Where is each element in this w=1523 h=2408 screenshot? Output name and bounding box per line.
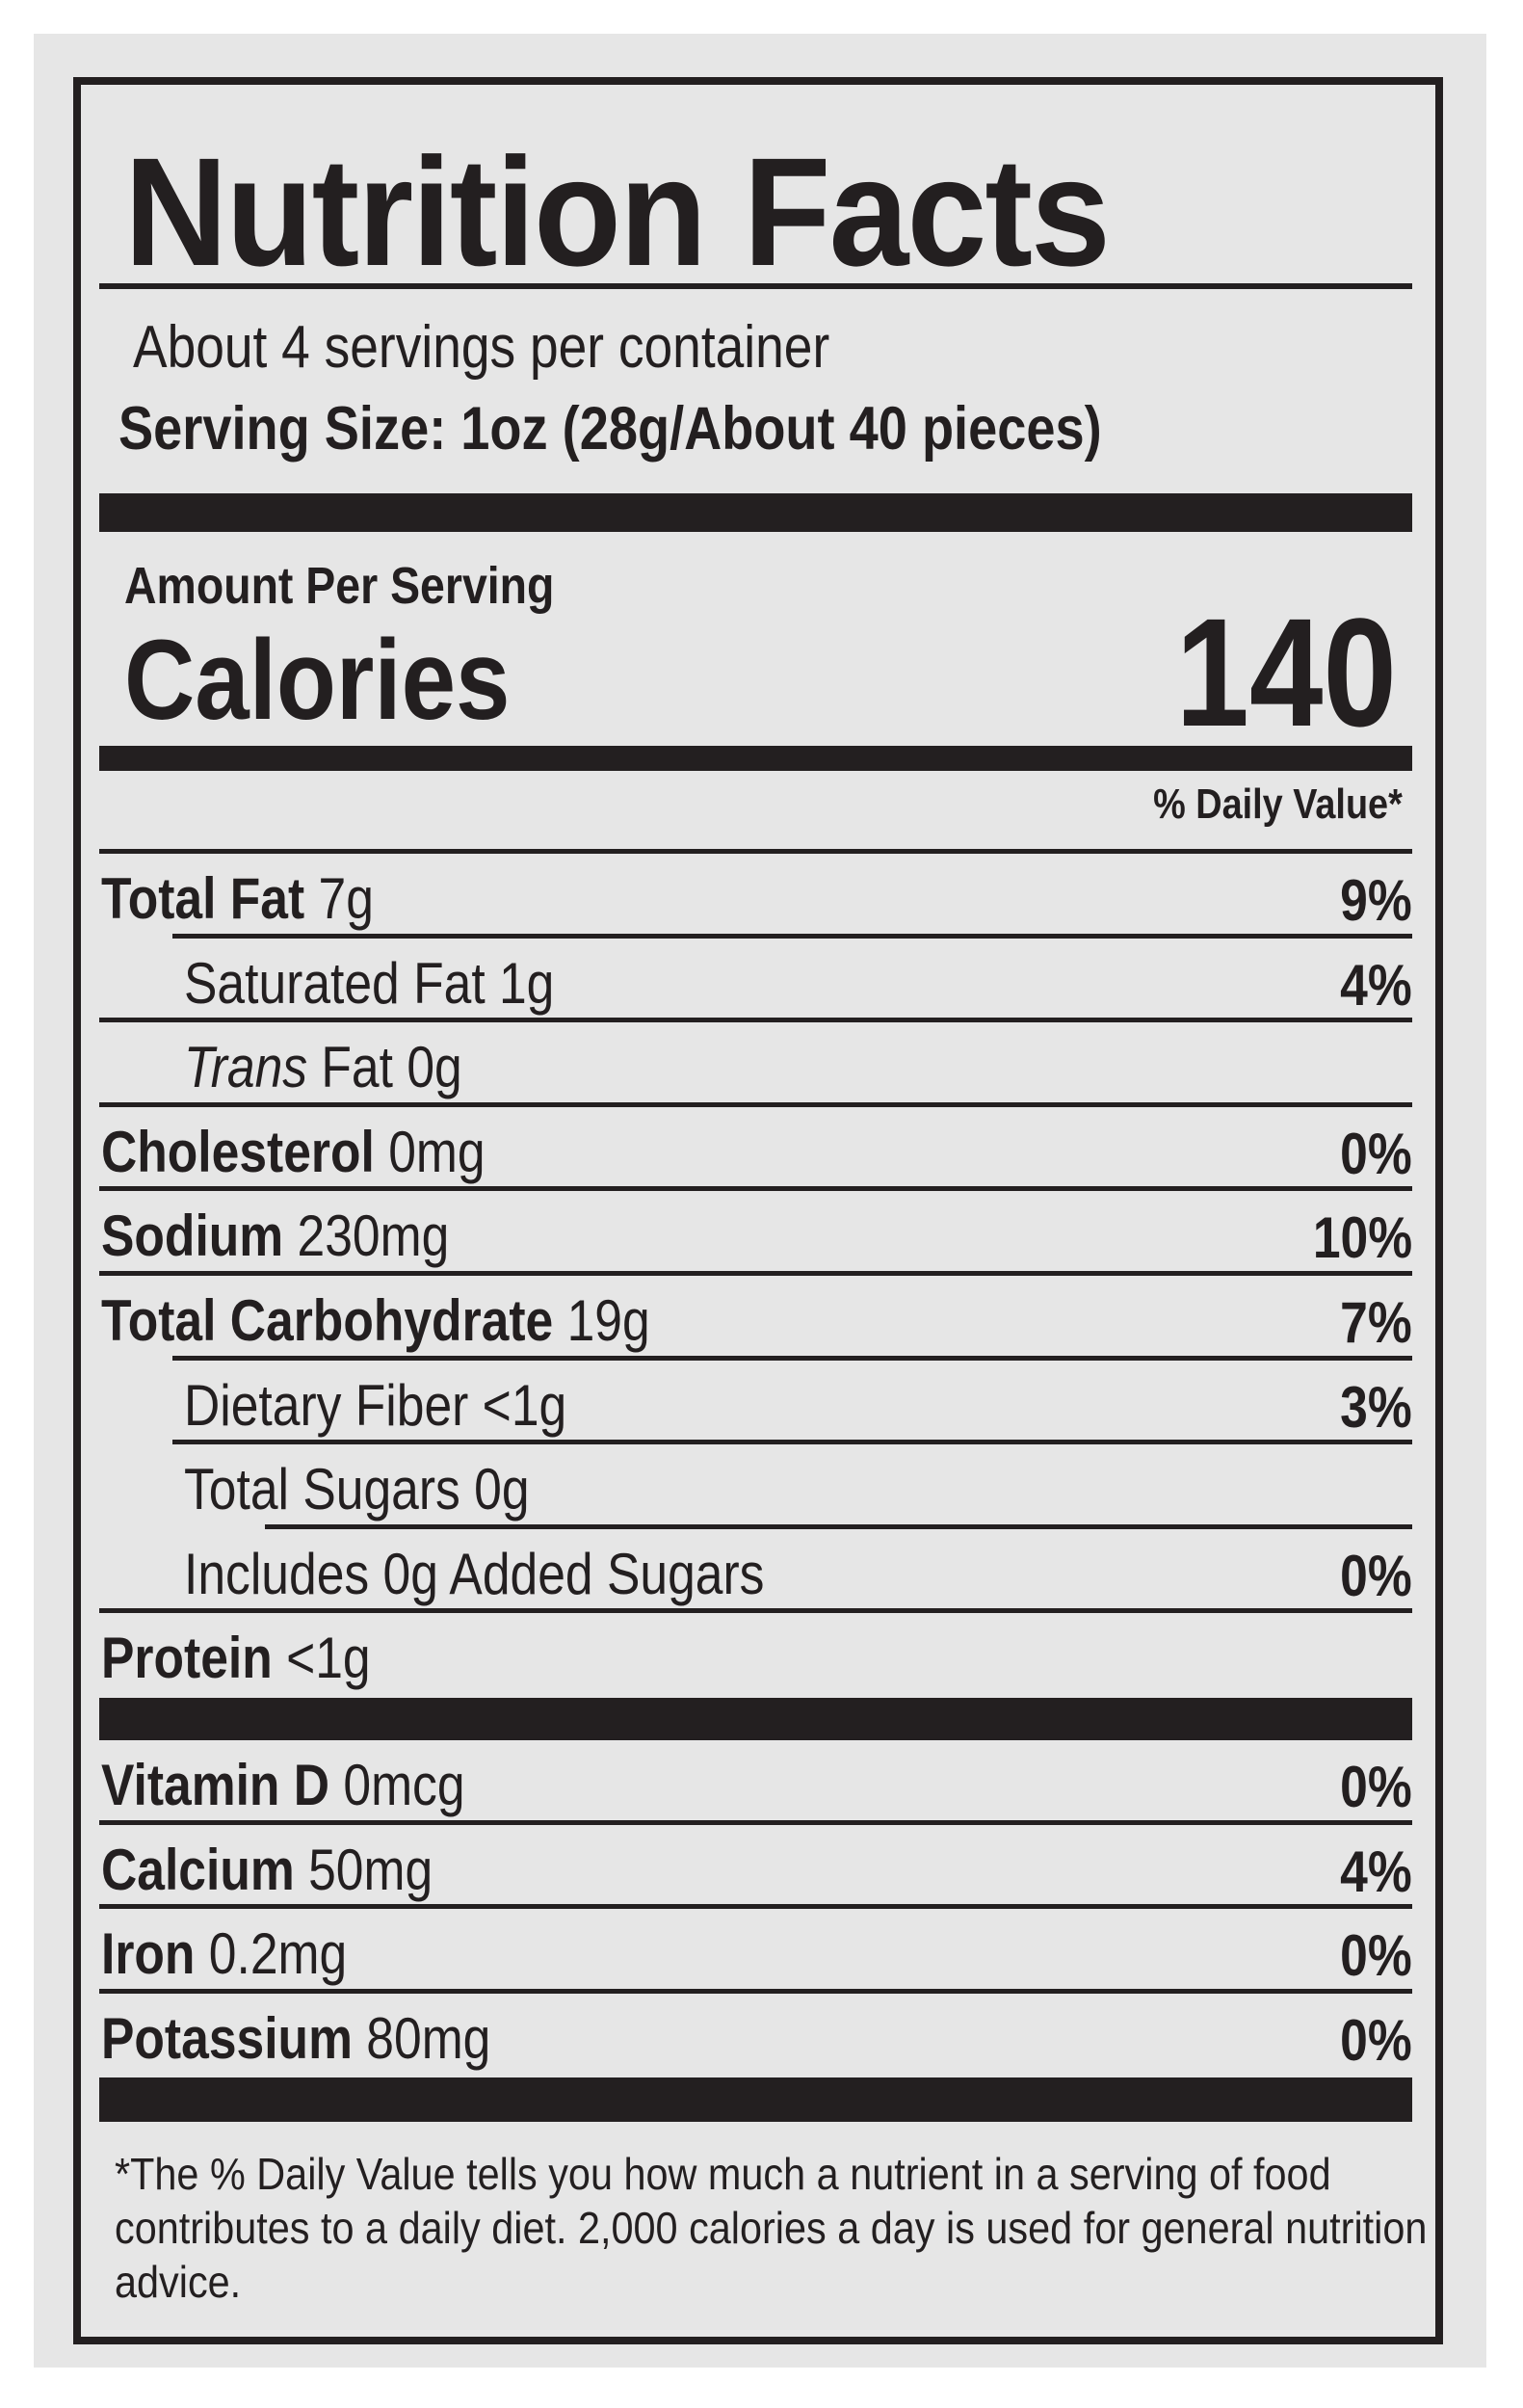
- nutrient-row-total-carbohydrate: Total Carbohydrate 19g 7%: [99, 1276, 1412, 1361]
- divider: [99, 283, 1412, 289]
- vitamin-row-calcium: Calcium 50mg 4%: [99, 1825, 1412, 1910]
- thick-divider: [99, 493, 1412, 532]
- label-title: Nutrition Facts: [124, 125, 1111, 298]
- nutrient-row-dietary-fiber: Dietary Fiber <1g 3%: [99, 1361, 1412, 1445]
- nutrient-row-cholesterol: Cholesterol 0mg 0%: [99, 1107, 1412, 1192]
- nutrient-row-total-sugars: Total Sugars 0g: [99, 1444, 1412, 1529]
- thick-divider: [99, 746, 1412, 771]
- footnote: *The % Daily Value tells you how much a …: [115, 2149, 1428, 2307]
- vitamin-row-potassium: Potassium 80mg 0%: [101, 2005, 1412, 2073]
- amount-per-serving: Amount Per Serving: [124, 557, 555, 615]
- thick-divider: [99, 2077, 1412, 2123]
- nutrient-row-saturated-fat: Saturated Fat 1g 4%: [99, 939, 1412, 1023]
- serving-size: Serving Size: 1oz (28g/About 40 pieces): [118, 395, 1102, 463]
- vitamin-row-vitamin-d: Vitamin D 0mcg 0%: [99, 1740, 1412, 1825]
- daily-value-header: % Daily Value*: [1153, 781, 1403, 828]
- calories-label: Calories: [124, 617, 511, 744]
- nutrient-row-protein: Protein <1g: [101, 1626, 371, 1691]
- nutrient-row-trans-fat: Trans Fat 0g: [99, 1022, 1412, 1107]
- vitamin-row-iron: Iron 0.2mg 0%: [99, 1909, 1412, 1994]
- nutrient-rows: Total Fat 7g 9% Saturated Fat 1g 4% Tran…: [99, 848, 1412, 2123]
- label-panel: [34, 34, 1486, 2368]
- nutrition-facts-label: Nutrition Facts About 4 servings per con…: [73, 77, 1443, 2344]
- nutrient-row-sodium: Sodium 230mg 10%: [99, 1191, 1412, 1276]
- calories-value: 140: [1175, 586, 1397, 758]
- nutrient-row-added-sugars: Includes 0g Added Sugars 0%: [99, 1529, 1412, 1614]
- thick-divider: [99, 1697, 1412, 1740]
- servings-per-container: About 4 servings per container: [133, 314, 830, 381]
- nutrient-row-total-fat: Total Fat 7g 9%: [99, 854, 1412, 939]
